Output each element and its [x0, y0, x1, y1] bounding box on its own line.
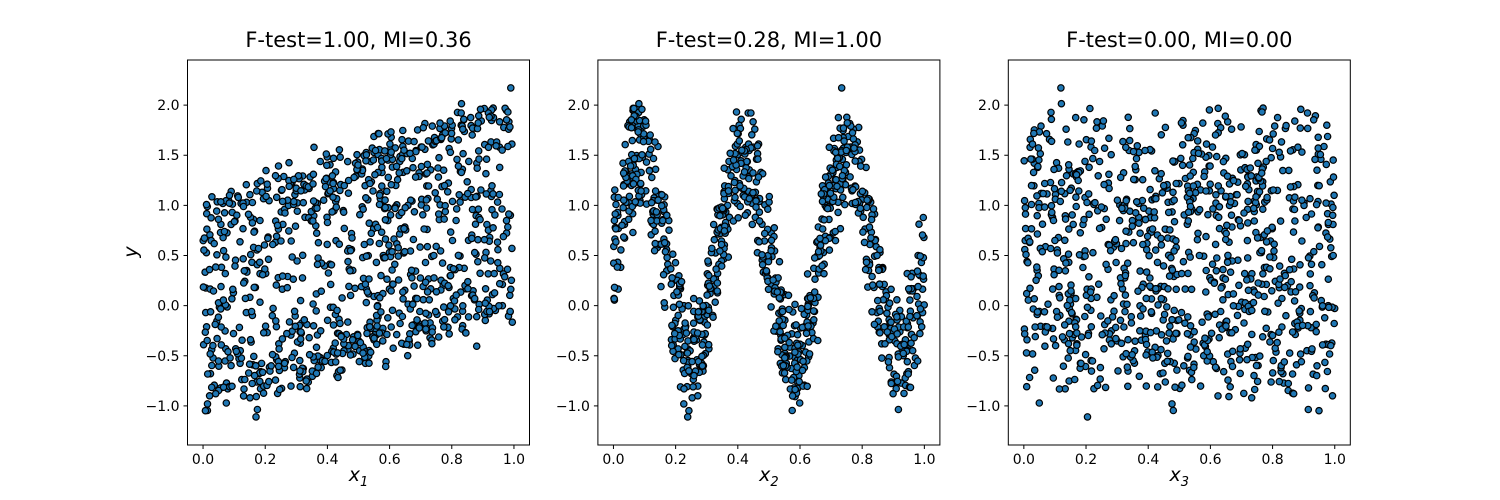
subplot-1-y-tick-label: 1.0 — [157, 198, 179, 214]
subplot-2-xlabel: x2 — [759, 464, 779, 489]
subplot-3-xlabel: x3 — [1169, 464, 1190, 489]
subplot-2-x-tick-label: 1.0 — [913, 452, 935, 468]
subplot-1-xlabel-sub: 1 — [359, 474, 369, 490]
subplot-2-y-tick-label: 1.5 — [568, 148, 590, 164]
subplot-1-x-tick-label: 0.8 — [441, 452, 463, 468]
subplot-3-x-tick-label: 1.0 — [1324, 452, 1346, 468]
subplot-2-x-tick-label: 0.4 — [727, 452, 749, 468]
subplot-1-y-tick-label: −1.0 — [146, 399, 180, 415]
subplot-1-y-tick-label: 2.0 — [157, 98, 179, 114]
subplot-3-scatter-points — [1020, 84, 1339, 421]
subplot-2-y-tick-label: 2.0 — [568, 98, 590, 114]
subplot-3-x-tick-label: 0.6 — [1199, 452, 1221, 468]
subplot-3-x-tick-label: 0.4 — [1137, 452, 1159, 468]
subplot-3-y-tick-label: −1.0 — [966, 399, 1000, 415]
subplot-3-y-tick-label: 2.0 — [978, 98, 1000, 114]
subplot-1-y-tick-label: 0.5 — [157, 249, 179, 265]
subplot-3-y-tick-label: −0.5 — [966, 349, 1000, 365]
subplot-2-x-tick-label: 0.6 — [789, 452, 811, 468]
subplot-1-x-tick-label: 0.4 — [316, 452, 338, 468]
subplot-3-x-tick-label: 0.2 — [1075, 452, 1097, 468]
subplot-1-x-tick-label: 0.0 — [192, 452, 214, 468]
subplot-1-y-tick-label: 0.0 — [157, 299, 179, 315]
subplot-2-x-tick-label: 0.8 — [851, 452, 873, 468]
subplot-3-x-tick-label: 0.8 — [1261, 452, 1283, 468]
subplot-1-xlabel-base: x — [348, 464, 360, 486]
subplot-3-y-tick-label: 0.0 — [978, 299, 1000, 315]
subplot-2-y-tick-label: −1.0 — [556, 399, 590, 415]
subplot-3-title: F-test=0.00, MI=0.00 — [1066, 28, 1293, 52]
subplot-1-y-tick-label: −0.5 — [146, 349, 180, 365]
subplot-1-scatter-points — [199, 84, 517, 421]
subplot-2-y-tick-label: 0.0 — [568, 299, 590, 315]
subplot-1-x-tick-label: 0.6 — [378, 452, 400, 468]
subplot-1-x-tick-label: 1.0 — [503, 452, 525, 468]
subplot-2-title: F-test=0.28, MI=1.00 — [655, 28, 883, 52]
subplot-3-x-tick-label: 0.0 — [1013, 452, 1035, 468]
subplot-3-xlabel-base: x — [1169, 464, 1181, 486]
subplot-2-x-tick-label: 0.2 — [664, 452, 686, 468]
subplot-1-ticks: 0.0 0.2 0.4 0.6 0.8 1.0 −1.0 −0.5 0.0 0.5 1.0 1.5 2.… — [146, 98, 526, 468]
subplot-2-scatter-points — [609, 84, 929, 421]
subplot-2-ticks: 0.0 0.2 0.4 0.6 0.8 1.0 −1.0 −0.5 0.0 0.5 1.0 1.5 2.… — [556, 98, 936, 468]
subplot-1-xlabel: x1 — [348, 464, 369, 489]
subplot-2-y-tick-label: −0.5 — [556, 349, 590, 365]
subplot-1-y-tick-label: 1.5 — [157, 148, 179, 164]
subplot-2-x-tick-label: 0.0 — [602, 452, 624, 468]
subplot-1-frame — [187, 59, 530, 446]
subplot-3-y-tick-label: 0.5 — [978, 249, 1000, 265]
subplot-2-xlabel-sub: 2 — [770, 474, 779, 490]
subplot-2-y-tick-label: 0.5 — [568, 249, 590, 265]
subplot-1-x-tick-label: 0.2 — [254, 452, 276, 468]
subplot-3-ticks: 0.0 0.2 0.4 0.6 0.8 1.0 −1.0 −0.5 0.0 0.5 1.0 1.5 2.… — [966, 98, 1346, 468]
subplot-1-title: F-test=1.00, MI=0.36 — [245, 28, 472, 52]
subplot-3-y-tick-label: 1.5 — [978, 148, 1000, 164]
subplot-1-ylabel: y — [120, 246, 142, 258]
subplot-3-y-tick-label: 1.0 — [978, 198, 1000, 214]
subplot-2-frame — [597, 59, 941, 446]
subplot-3-xlabel-sub: 3 — [1180, 474, 1190, 490]
subplot-2-xlabel-base: x — [759, 464, 771, 486]
subplot-2-y-tick-label: 1.0 — [568, 198, 590, 214]
subplot-3-frame — [1007, 59, 1351, 446]
